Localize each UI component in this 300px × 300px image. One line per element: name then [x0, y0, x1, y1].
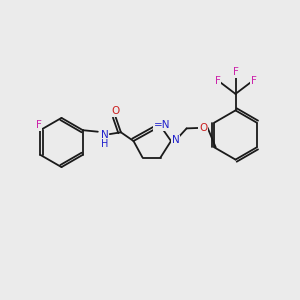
- Text: O: O: [199, 123, 207, 133]
- Text: F: F: [214, 76, 220, 86]
- Text: F: F: [232, 67, 238, 77]
- Text: F: F: [36, 120, 42, 130]
- Text: N: N: [172, 135, 179, 146]
- Text: N: N: [101, 130, 109, 140]
- Text: H: H: [101, 139, 108, 149]
- Text: =N: =N: [154, 120, 170, 130]
- Text: O: O: [111, 106, 120, 116]
- Text: F: F: [250, 76, 256, 86]
